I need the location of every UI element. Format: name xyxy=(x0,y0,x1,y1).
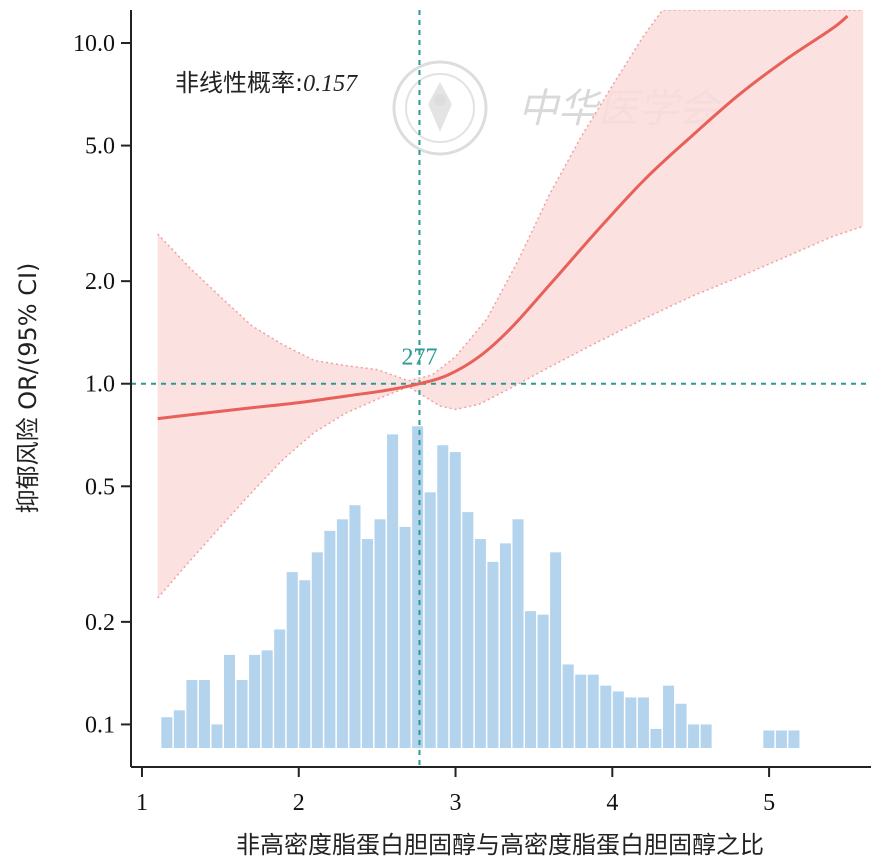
histogram-bar xyxy=(173,710,185,748)
histogram-bar xyxy=(311,552,323,748)
x-tick-label: 4 xyxy=(606,790,618,816)
histogram-bar xyxy=(299,580,311,748)
histogram-bar xyxy=(261,650,273,748)
y-axis-ticks: 0.1 0.2 0.5 1.0 2.0 5.0 10.0 xyxy=(73,31,131,738)
histogram-bar xyxy=(424,492,436,748)
histogram-bar xyxy=(662,685,675,748)
y-tick-label: 0.1 xyxy=(85,712,115,738)
x-axis-title: 非高密度脂蛋白胆固醇与高密度脂蛋白胆固醇之比 xyxy=(236,831,764,859)
histogram-bar xyxy=(399,526,411,748)
histogram-bar xyxy=(512,519,524,748)
histogram-bar xyxy=(349,505,361,748)
y-tick-label: 1.0 xyxy=(85,372,115,398)
or-curve xyxy=(157,14,849,421)
histogram-bar xyxy=(336,519,348,748)
reference-point-label: 277 xyxy=(401,345,437,371)
y-axis-title: 抑郁风险 OR/(95% CI) xyxy=(14,263,42,514)
watermark-seal-icon xyxy=(392,60,488,156)
y-tick-label: 5.0 xyxy=(85,134,115,160)
y-tick-label: 10.0 xyxy=(73,31,115,57)
histogram-bar xyxy=(600,685,612,748)
histogram-bar xyxy=(161,717,173,748)
histogram xyxy=(161,426,800,748)
histogram-bar xyxy=(499,543,511,748)
y-tick-label: 2.0 xyxy=(85,269,115,295)
histogram-bar xyxy=(211,724,223,748)
confidence-band xyxy=(157,10,864,598)
nonlinearity-label: 非线性概率: xyxy=(175,69,303,97)
histogram-bar xyxy=(763,730,775,748)
histogram-bar xyxy=(587,674,599,748)
histogram-bar xyxy=(387,434,399,748)
nonlinearity-annotation: 非线性概率:0.157 xyxy=(175,69,358,97)
ci-upper-line xyxy=(157,10,864,382)
histogram-bar xyxy=(324,530,336,748)
histogram-bar xyxy=(575,674,587,748)
histogram-bar xyxy=(612,691,624,748)
histogram-bar xyxy=(700,724,712,748)
histogram-bar xyxy=(788,730,800,748)
histogram-bar xyxy=(675,703,687,748)
histogram-bar xyxy=(650,728,662,748)
x-tick-label: 3 xyxy=(450,790,462,816)
histogram-bar xyxy=(550,552,562,748)
x-tick-label: 5 xyxy=(763,790,775,816)
histogram-bar xyxy=(374,519,386,748)
histogram-bar xyxy=(249,654,261,748)
histogram-bar xyxy=(412,426,424,748)
histogram-bar xyxy=(286,572,298,748)
x-tick-label: 2 xyxy=(293,790,305,816)
histogram-bar xyxy=(775,730,787,748)
histogram-bar xyxy=(361,539,374,748)
histogram-bar xyxy=(688,724,700,748)
histogram-bar xyxy=(449,452,461,748)
histogram-bar xyxy=(537,614,549,748)
histogram-bar xyxy=(274,629,286,748)
histogram-bar xyxy=(525,611,537,748)
histogram-bar xyxy=(487,561,499,748)
histogram-bar xyxy=(437,445,449,748)
histogram-bar xyxy=(186,680,198,748)
y-tick-label: 0.2 xyxy=(85,610,115,636)
ci-lower-line xyxy=(157,225,864,599)
y-tick-label: 0.5 xyxy=(85,474,115,500)
x-axis-ticks: 1 2 3 4 5 xyxy=(136,767,775,816)
histogram-bar xyxy=(224,654,236,748)
histogram-bar xyxy=(625,697,637,748)
histogram-bar xyxy=(637,697,649,748)
histogram-bar xyxy=(236,680,248,748)
histogram-bar xyxy=(562,664,574,748)
histogram-bar xyxy=(462,512,474,748)
nonlinearity-value: 0.157 xyxy=(303,71,358,97)
histogram-bar xyxy=(198,680,210,748)
histogram-bar xyxy=(474,539,486,748)
x-tick-label: 1 xyxy=(136,790,148,816)
